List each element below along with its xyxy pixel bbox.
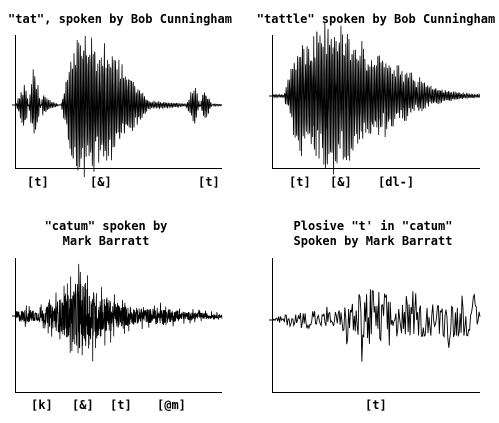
waveform-tat xyxy=(15,36,223,177)
segment-label-catum-k: [k] xyxy=(31,398,53,412)
waveform-catum xyxy=(15,263,223,362)
waveform-plosive-t xyxy=(272,289,481,362)
chart-title-plosive: Plosive "t' in "catum" Spoken by Mark Ba… xyxy=(293,219,453,248)
segment-label-tattle-dl: [dl-] xyxy=(378,175,415,189)
panel-plosive-frame xyxy=(272,258,480,393)
panel-tattle-frame xyxy=(272,35,480,169)
waveform-trace xyxy=(15,36,223,177)
segment-label-tattle-t: [t] xyxy=(289,175,311,189)
chart-title-tattle: "tattle" spoken by Bob Cunningham xyxy=(256,12,496,26)
segment-label-tat-t1: [t] xyxy=(27,175,49,189)
segment-label-tat-ae: [&] xyxy=(90,175,112,189)
segment-label-plosive-t: [t] xyxy=(365,398,387,412)
chart-title-tat: "tat", spoken by Bob Cunningham xyxy=(8,12,232,26)
waveform-trace xyxy=(272,23,481,175)
waveform-tattle xyxy=(272,23,481,175)
panel-catum-frame xyxy=(15,258,222,393)
chart-title-catum: "catum" spoken by Mark Barratt xyxy=(44,219,168,248)
segment-label-tattle-ae: [&] xyxy=(330,175,352,189)
segment-label-catum-ae: [&] xyxy=(72,398,94,412)
segment-label-catum-t: [t] xyxy=(110,398,132,412)
axis-ticks xyxy=(12,95,276,321)
panel-tat-frame xyxy=(15,35,222,169)
waveform-trace xyxy=(15,263,223,362)
waveform-trace xyxy=(272,289,481,362)
segment-label-tat-t2: [t] xyxy=(198,175,220,189)
segment-label-catum-am: [@m] xyxy=(157,398,186,412)
